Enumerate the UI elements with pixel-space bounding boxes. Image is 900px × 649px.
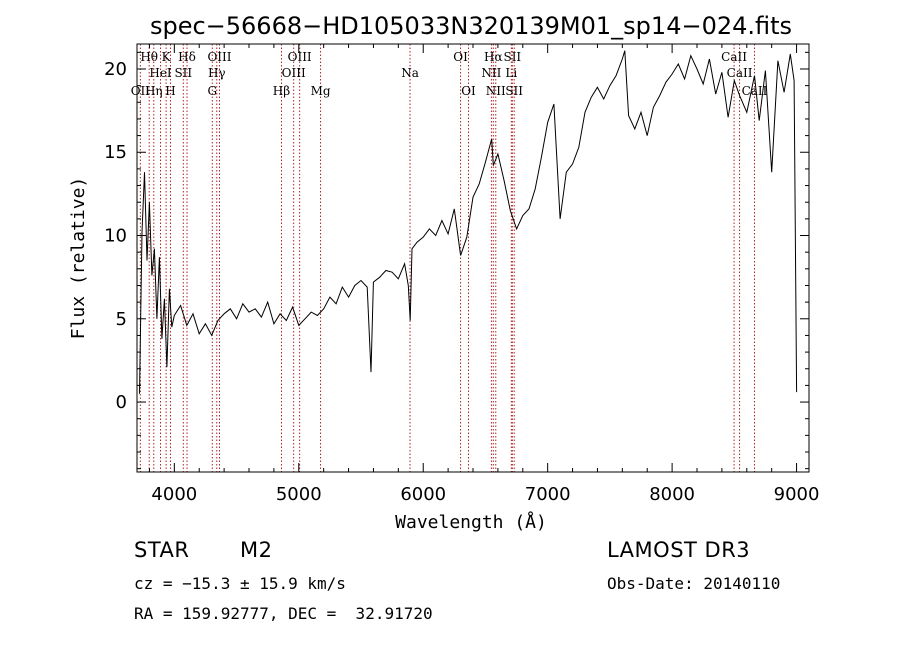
line-label-10: OIII (207, 50, 231, 64)
redshift-cz: cz = −15.3 ± 15.9 km/s (134, 574, 346, 593)
line-label-23: SII (505, 84, 523, 98)
line-label-12: OIII (282, 66, 306, 80)
subclass: M2 (240, 538, 273, 562)
line-label-22: SII (503, 50, 521, 64)
chart-title: spec−56668−HD105033N320139M01_sp14−024.f… (150, 12, 792, 40)
line-label-7: Hδ (178, 50, 196, 64)
line-label-5: H (165, 84, 175, 98)
line-label-26: CaII (742, 84, 768, 98)
line-label-16: OI (453, 50, 468, 64)
x-tick-label-1: 5000 (276, 484, 322, 505)
y-tick-label-3: 15 (104, 142, 127, 163)
object-class: STAR (134, 538, 190, 562)
line-label-24: CaII (721, 50, 747, 64)
line-label-2: Hη (145, 84, 163, 98)
spectrum-series-line (139, 50, 798, 394)
y-tick-label-2: 10 (104, 226, 127, 247)
line-label-17: OI (461, 84, 476, 98)
line-label-11: Hβ (273, 84, 290, 98)
coordinates: RA = 159.92777, DEC = 32.91720 (134, 604, 433, 623)
y-tick-label-4: 20 (104, 59, 127, 80)
line-label-14: Mg (311, 84, 331, 98)
spectral-line-labels: OII Hθ Hη HeI K H SII Hδ G Hγ OIII Hβ OIII OIII Mg Na OI… (131, 50, 768, 98)
x-tick-label-4: 8000 (649, 484, 695, 505)
x-tick-label-5: 9000 (774, 484, 820, 505)
y-tick-label-1: 5 (116, 309, 127, 330)
y-axis-label: Flux (relative) (68, 177, 89, 340)
line-label-8: G (207, 84, 217, 98)
x-tick-label-3: 7000 (525, 484, 571, 505)
line-label-1: Hθ (140, 50, 158, 64)
obs-date: Obs-Date: 20140110 (607, 574, 781, 593)
line-label-15: Na (401, 66, 419, 80)
x-tick-label-0: 4000 (151, 484, 197, 505)
y-tick-label-0: 0 (116, 392, 127, 413)
line-label-0: OII (131, 84, 151, 98)
line-label-6: SII (174, 66, 192, 80)
line-label-20: NII (486, 84, 506, 98)
x-axis-label: Wavelength (Å) (395, 511, 547, 533)
line-label-9: Hγ (208, 66, 226, 80)
plot-frame (136, 43, 810, 473)
y-axis: 0 5 10 15 20 (104, 51, 809, 470)
line-label-18: NII (481, 66, 501, 80)
spectral-line-markers (139, 44, 755, 472)
x-axis: 4000 5000 6000 7000 8000 9000 (148, 44, 820, 505)
line-label-4: K (162, 50, 172, 64)
line-label-19: Hα (484, 50, 503, 64)
line-label-21: Li (505, 66, 517, 80)
line-label-3: HeI (149, 66, 172, 80)
survey-name: LAMOST DR3 (607, 538, 751, 562)
line-label-25: CaII (727, 66, 753, 80)
line-label-13: OIII (288, 50, 312, 64)
x-tick-label-2: 6000 (400, 484, 446, 505)
